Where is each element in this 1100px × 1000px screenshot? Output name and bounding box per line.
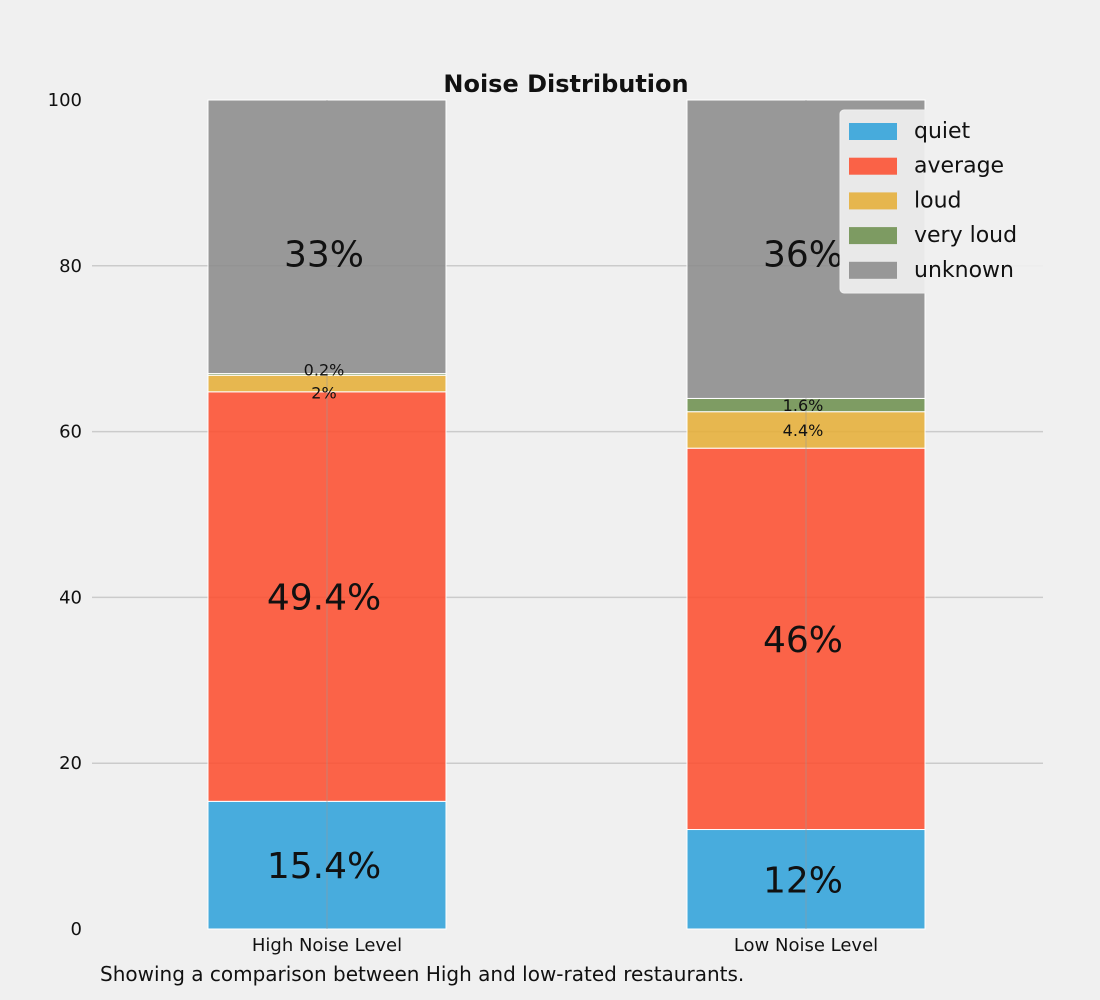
legend-swatch-loud	[849, 192, 897, 210]
legend-swatch-average	[849, 157, 897, 175]
data-label-loud: 2%	[311, 383, 336, 402]
data-label-very-loud: 1.6%	[783, 396, 824, 415]
data-label-quiet: 12%	[763, 860, 843, 901]
y-tick-label: 60	[59, 422, 82, 443]
legend-label-loud: loud	[914, 188, 961, 213]
legend-box	[839, 109, 1049, 294]
bar-segment-quiet	[207, 800, 447, 930]
y-tick-label: 100	[48, 90, 82, 111]
bar-segment-average	[686, 447, 926, 831]
bar-segment-average	[207, 391, 447, 802]
y-tick-label: 80	[59, 256, 82, 277]
legend-swatch-quiet	[849, 123, 897, 140]
y-tick-label: 40	[59, 587, 82, 608]
data-label-average: 49.4%	[267, 578, 381, 619]
y-tick-label: 0	[71, 919, 82, 940]
legend-label-average: average	[914, 154, 1004, 179]
data-label-unknown: 36%	[763, 234, 843, 275]
data-label-loud: 4.4%	[783, 421, 824, 440]
legend-swatch-unknown	[849, 261, 897, 279]
legend-label-quiet: quiet	[914, 119, 971, 144]
bar-segment-unknown	[207, 99, 447, 375]
x-tick-label: Low Noise Level	[734, 935, 878, 956]
y-tick-label: 20	[59, 753, 82, 774]
data-label-very-loud: 0.2%	[304, 361, 345, 380]
legend-label-very-loud: very loud	[914, 223, 1017, 248]
data-label-unknown: 33%	[284, 234, 364, 275]
x-tick-label: High Noise Level	[252, 935, 402, 956]
chart-caption: Showing a comparison between High and lo…	[100, 962, 745, 986]
data-label-average: 46%	[763, 620, 843, 661]
bar-segment-quiet	[686, 829, 926, 930]
data-label-quiet: 15.4%	[267, 846, 381, 887]
bar-segment-loud	[686, 411, 926, 449]
chart-title: Noise Distribution	[443, 70, 688, 98]
legend-label-unknown: unknown	[914, 258, 1014, 283]
legend-swatch-very-loud	[849, 227, 897, 245]
